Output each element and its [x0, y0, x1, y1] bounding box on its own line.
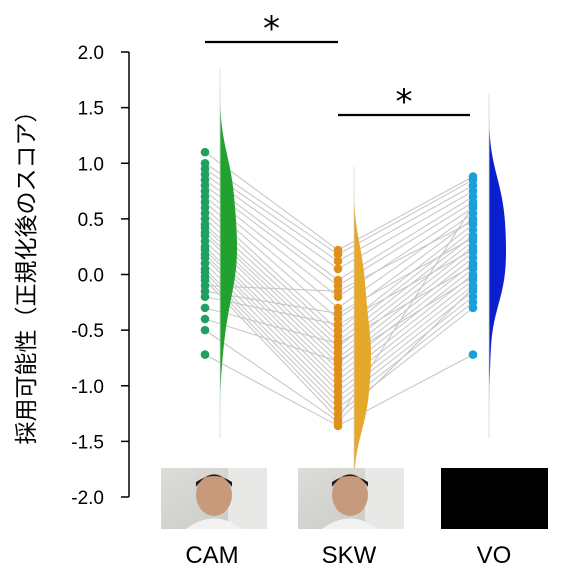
skw-data-point: [333, 356, 343, 366]
y-tick-label: -0.5: [71, 321, 104, 342]
vo-black-thumbnail: [441, 468, 548, 529]
vo-data-point: [468, 233, 478, 243]
y-axis-ticks: 2.0 1.5 1.0 0.5 0.0 -0.5 -1.0 -1.5 -2.0: [71, 43, 129, 509]
significance-star: *: [396, 82, 413, 122]
significance-bars: **: [205, 9, 470, 122]
y-tick-label: 0.0: [78, 266, 104, 287]
cam-data-point: [200, 325, 210, 335]
pair-line: [337, 179, 474, 255]
skw-data-point: [333, 250, 343, 259]
data-points: [200, 147, 478, 431]
skw-data-point: [333, 286, 343, 296]
y-tick-label: 1.5: [78, 99, 104, 120]
y-tick-label: -1.5: [71, 432, 104, 453]
vo-density-cloud: [489, 93, 506, 439]
cam-video-thumbnail: [161, 468, 267, 529]
pair-line: [204, 354, 339, 427]
skw-data-point: [333, 309, 343, 318]
vo-data-point: [468, 350, 478, 359]
skw-data-point: [333, 256, 343, 266]
skw-data-point: [333, 421, 343, 431]
category-label-cam: CAM: [185, 542, 238, 569]
cam-data-point: [200, 314, 210, 324]
skw-data-point: [333, 339, 343, 348]
pair-line: [337, 185, 474, 262]
vo-data-point: [468, 245, 478, 255]
vo-data-point: [468, 283, 478, 293]
cam-data-point: [200, 350, 210, 359]
pair-line: [337, 176, 474, 251]
skw-density-cloud: [354, 166, 371, 510]
vo-data-point: [468, 201, 478, 210]
category-label-skw: SKW: [322, 542, 377, 569]
y-tick-label: -2.0: [71, 488, 104, 509]
y-axis-label: 採用可能性（正規化後のスコア）: [14, 100, 40, 445]
vo-data-point: [468, 272, 478, 282]
skw-data-point: [333, 320, 343, 329]
pair-line: [204, 318, 339, 362]
skw-data-point: [333, 264, 343, 274]
y-tick-label: 1.0: [78, 154, 104, 175]
pair-line: [204, 329, 339, 422]
significance-star: *: [263, 9, 280, 49]
density-clouds: [219, 68, 506, 510]
cam-data-point: [200, 147, 210, 157]
cam-density-cloud: [220, 68, 237, 439]
category-label-vo: VO: [477, 542, 512, 569]
vo-data-point: [468, 303, 478, 313]
y-tick-label: -1.0: [71, 377, 104, 398]
skw-video-thumbnail: [298, 468, 404, 529]
cam-data-point: [200, 292, 210, 302]
vo-data-point: [468, 216, 478, 226]
vo-data-point: [468, 261, 478, 270]
y-tick-label: 2.0: [78, 43, 104, 64]
cam-data-point: [200, 303, 210, 313]
y-tick-label: 0.5: [78, 210, 104, 231]
